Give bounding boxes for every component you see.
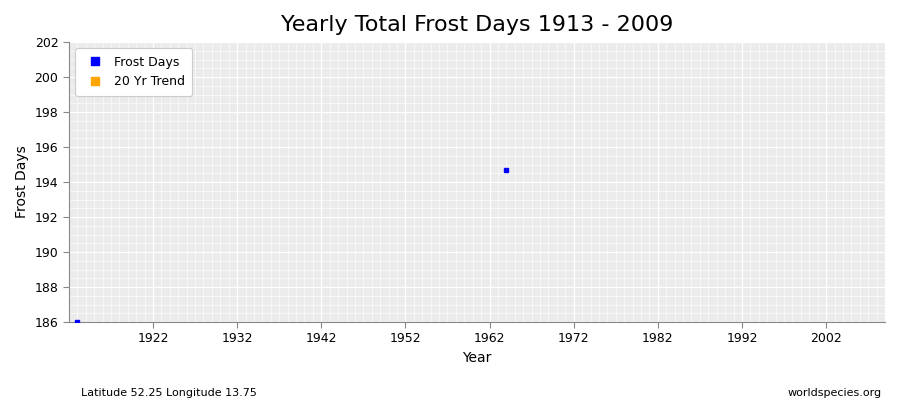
Text: Latitude 52.25 Longitude 13.75: Latitude 52.25 Longitude 13.75 bbox=[81, 388, 256, 398]
Legend: Frost Days, 20 Yr Trend: Frost Days, 20 Yr Trend bbox=[75, 48, 193, 96]
Y-axis label: Frost Days: Frost Days bbox=[15, 146, 29, 218]
X-axis label: Year: Year bbox=[463, 351, 491, 365]
Text: worldspecies.org: worldspecies.org bbox=[788, 388, 882, 398]
Title: Yearly Total Frost Days 1913 - 2009: Yearly Total Frost Days 1913 - 2009 bbox=[281, 15, 673, 35]
